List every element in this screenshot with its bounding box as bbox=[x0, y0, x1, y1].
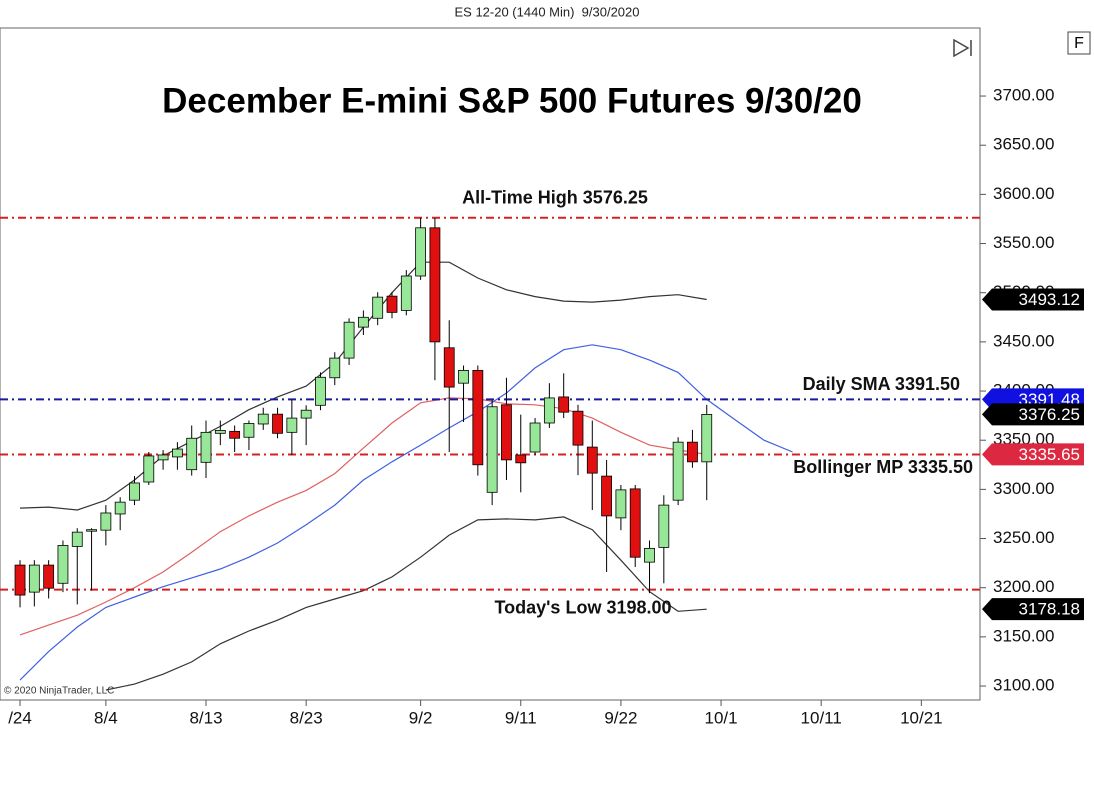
candle-body bbox=[415, 227, 427, 277]
candle-body bbox=[357, 316, 369, 328]
candle-body bbox=[400, 275, 412, 311]
y-tick-label: 3650.00 bbox=[993, 135, 1054, 154]
candle-body bbox=[100, 512, 112, 531]
candle-body bbox=[372, 296, 384, 319]
price-marker-label: 3376.25 bbox=[1019, 405, 1080, 424]
candle-body bbox=[472, 369, 484, 466]
y-tick-label: 3550.00 bbox=[993, 233, 1054, 252]
candle-body bbox=[329, 357, 341, 379]
x-tick-label: 10/11 bbox=[801, 708, 842, 727]
candle-body bbox=[272, 413, 283, 434]
chart-title: December E-mini S&P 500 Futures 9/30/20 bbox=[162, 81, 862, 120]
indicator-line bbox=[19, 344, 793, 681]
plot-area bbox=[0, 216, 980, 691]
x-tick-label: 8/13 bbox=[189, 708, 222, 727]
candle-body bbox=[658, 504, 670, 548]
candle-body bbox=[501, 404, 512, 461]
candle-body bbox=[315, 376, 326, 406]
candle-body bbox=[243, 423, 255, 438]
price-marker bbox=[982, 403, 1084, 426]
candle-body bbox=[443, 347, 455, 388]
scroll-end-icon[interactable] bbox=[953, 38, 972, 58]
candle-body bbox=[615, 489, 627, 519]
candle-body bbox=[229, 430, 241, 439]
chart-header: ES 12-20 (1440 Min) 9/30/2020 bbox=[454, 4, 639, 19]
candle-body bbox=[300, 409, 312, 419]
price-marker bbox=[982, 598, 1084, 621]
x-tick-label: 10/21 bbox=[900, 708, 943, 727]
candle-body bbox=[644, 547, 655, 563]
candle-body bbox=[114, 501, 126, 515]
y-tick-label: 3100.00 bbox=[993, 676, 1054, 695]
candle-body bbox=[386, 295, 398, 313]
candle-body bbox=[86, 529, 97, 532]
annotation: Today's Low 3198.00 bbox=[494, 597, 671, 617]
candle-body bbox=[543, 397, 555, 424]
candle-body bbox=[57, 545, 69, 584]
y-tick-label: 3200.00 bbox=[993, 577, 1054, 596]
candle-body bbox=[200, 431, 212, 463]
candle-body bbox=[601, 475, 612, 517]
copyright: © 2020 NinjaTrader, LLC bbox=[4, 686, 114, 697]
y-tick-label: 3250.00 bbox=[993, 528, 1054, 547]
candle-body bbox=[629, 488, 641, 558]
candle-body bbox=[672, 441, 684, 501]
candle-body bbox=[172, 448, 183, 458]
candle-body bbox=[343, 321, 355, 359]
candle-body bbox=[701, 413, 713, 463]
candle-body bbox=[257, 413, 269, 425]
candle-body bbox=[71, 531, 83, 547]
candle-body bbox=[529, 422, 541, 453]
candle-body bbox=[286, 417, 298, 433]
price-marker bbox=[982, 443, 1084, 466]
button-frame[interactable] bbox=[1067, 31, 1091, 55]
price-marker-label: 3178.18 bbox=[1019, 600, 1080, 619]
indicator-line bbox=[19, 397, 707, 636]
y-tick-label: 3700.00 bbox=[993, 86, 1054, 105]
y-tick-label: 3300.00 bbox=[993, 479, 1054, 498]
button[interactable]: F bbox=[1074, 35, 1084, 52]
price-marker-label: 3493.12 bbox=[1019, 290, 1080, 309]
candle-body bbox=[458, 369, 469, 384]
candle-body bbox=[157, 454, 169, 461]
candle-body bbox=[143, 455, 155, 483]
candle-body bbox=[515, 454, 527, 464]
candle-body bbox=[558, 396, 570, 413]
annotation: Daily SMA 3391.50 bbox=[803, 374, 960, 394]
annotation: Bollinger MP 3335.50 bbox=[793, 457, 973, 477]
candle-body bbox=[129, 482, 140, 501]
x-tick-label: 10/1 bbox=[705, 708, 738, 727]
candle-body bbox=[586, 446, 598, 474]
x-tick-label: /24 bbox=[8, 708, 32, 727]
price-marker-label: 3335.65 bbox=[1019, 445, 1080, 464]
price-marker bbox=[982, 288, 1084, 311]
plot-frame bbox=[0, 27, 981, 701]
indicator-line bbox=[19, 261, 707, 511]
x-tick-label: 8/4 bbox=[94, 708, 118, 727]
candle-body bbox=[14, 564, 26, 596]
annotation: All-Time High 3576.25 bbox=[462, 187, 648, 207]
y-tick-label: 3600.00 bbox=[993, 184, 1054, 203]
candle-body bbox=[28, 564, 40, 593]
x-tick-label: 9/2 bbox=[409, 708, 433, 727]
candle-body bbox=[214, 429, 226, 434]
x-tick-label: 9/22 bbox=[604, 708, 637, 727]
candle-body bbox=[43, 564, 55, 589]
candle-body bbox=[186, 437, 198, 471]
candle-body bbox=[687, 441, 698, 463]
x-tick-label: 9/11 bbox=[505, 708, 537, 727]
y-tick-label: 3150.00 bbox=[993, 626, 1054, 645]
y-tick-label: 3450.00 bbox=[993, 331, 1054, 350]
candle-body bbox=[486, 406, 498, 493]
x-tick-label: 8/23 bbox=[290, 708, 323, 727]
candle-body bbox=[429, 227, 441, 343]
candle-body bbox=[572, 410, 584, 446]
